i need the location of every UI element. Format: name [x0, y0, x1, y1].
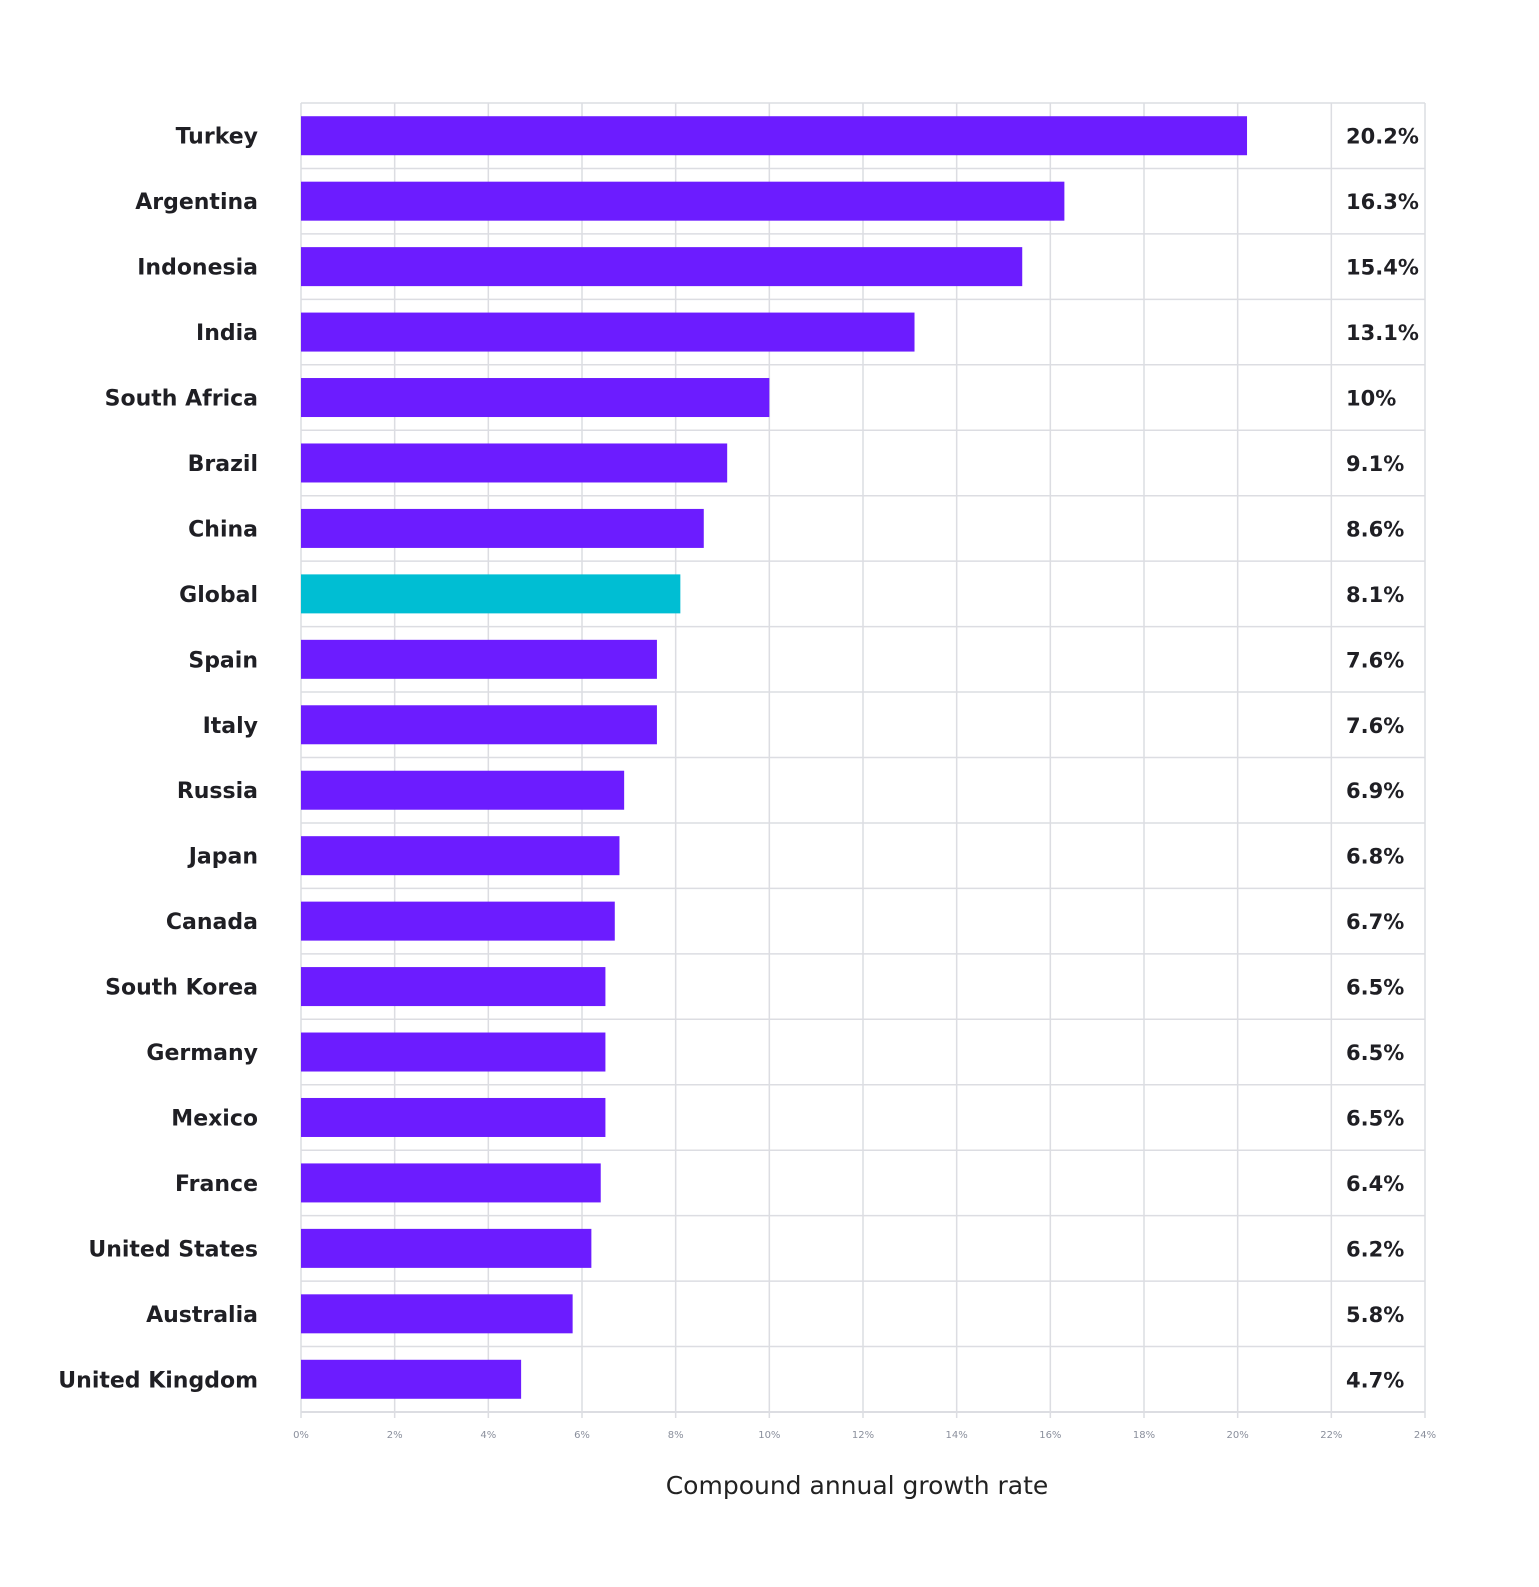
category-label: France — [175, 1172, 258, 1197]
x-tick-label: 24% — [1414, 1430, 1436, 1441]
category-label: Japan — [187, 845, 258, 870]
bar-canada — [301, 901, 615, 941]
value-label: 6.4% — [1346, 1172, 1404, 1196]
category-label: Germany — [146, 1041, 258, 1066]
category-label: South Africa — [105, 387, 258, 412]
bar-italy — [301, 705, 657, 745]
bar-mexico — [301, 1097, 606, 1137]
value-label: 13.1% — [1346, 321, 1419, 345]
value-label: 6.5% — [1346, 1041, 1404, 1065]
x-tick-label: 22% — [1320, 1430, 1342, 1441]
category-label: South Korea — [105, 976, 258, 1001]
x-tick-label: 14% — [946, 1430, 968, 1441]
bar-germany — [301, 1032, 606, 1072]
bar-united-kingdom — [301, 1359, 522, 1399]
bar-united-states — [301, 1228, 592, 1268]
value-label: 6.8% — [1346, 845, 1404, 869]
category-label: India — [196, 321, 258, 346]
value-label: 6.5% — [1346, 1106, 1404, 1130]
x-tick-label: 16% — [1039, 1430, 1061, 1441]
x-tick-label: 12% — [852, 1430, 874, 1441]
value-label: 6.7% — [1346, 910, 1404, 934]
x-tick-label: 10% — [758, 1430, 780, 1441]
bar-spain — [301, 639, 657, 679]
x-tick-label: 4% — [480, 1430, 496, 1441]
value-label: 8.6% — [1346, 517, 1404, 541]
bar-japan — [301, 836, 620, 876]
bar-russia — [301, 770, 625, 810]
x-tick-label: 2% — [387, 1430, 403, 1441]
bar-argentina — [301, 181, 1065, 221]
value-label: 6.5% — [1346, 976, 1404, 1000]
value-labels: 20.2% 16.3% 15.4% 13.1% 10% 9.1% 8.6% 8.1% 7.6% 7… — [1346, 125, 1419, 1393]
category-label: Italy — [203, 714, 258, 739]
bar-china — [301, 508, 704, 548]
x-axis-label: Compound annual growth rate — [666, 1471, 1049, 1500]
category-label: Brazil — [188, 452, 258, 477]
category-label: Turkey — [176, 125, 258, 150]
value-label: 6.9% — [1346, 779, 1404, 803]
value-label: 20.2% — [1346, 125, 1419, 149]
category-label: Mexico — [171, 1106, 258, 1131]
x-tick-label: 18% — [1133, 1430, 1155, 1441]
value-label: 9.1% — [1346, 452, 1404, 476]
category-label: Global — [179, 583, 258, 608]
bar-france — [301, 1163, 601, 1203]
bar-south-korea — [301, 967, 606, 1007]
x-tick-label: 8% — [668, 1430, 684, 1441]
category-label: United Kingdom — [58, 1368, 258, 1393]
value-label: 7.6% — [1346, 714, 1404, 738]
value-label: 4.7% — [1346, 1368, 1404, 1392]
x-tick-label: 0% — [293, 1430, 309, 1441]
category-label: Australia — [146, 1303, 258, 1328]
category-label: China — [188, 517, 258, 542]
value-label: 15.4% — [1346, 256, 1419, 280]
category-label: Indonesia — [137, 256, 258, 281]
category-label: Canada — [166, 910, 258, 935]
value-label: 10% — [1346, 387, 1396, 411]
value-label: 6.2% — [1346, 1237, 1404, 1261]
bar-australia — [301, 1294, 573, 1334]
bar-india — [301, 312, 915, 352]
bar-south-africa — [301, 378, 770, 418]
value-label: 5.8% — [1346, 1303, 1404, 1327]
bar-indonesia — [301, 247, 1023, 287]
category-label: United States — [88, 1237, 258, 1262]
x-tick-labels: 0% 2% 4% 6% 8% 10% 12% 14% 16% 18% 20% 22% 24% — [293, 1430, 1436, 1441]
x-tick-label: 6% — [574, 1430, 590, 1441]
bar-global — [301, 574, 681, 614]
category-label: Spain — [188, 648, 258, 673]
value-label: 16.3% — [1346, 190, 1419, 214]
value-label: 7.6% — [1346, 648, 1404, 672]
category-label: Argentina — [135, 190, 258, 215]
category-labels: Turkey Argentina Indonesia India South Afric… — [58, 125, 258, 1394]
grid — [300, 102, 1426, 1418]
x-tick-label: 20% — [1227, 1430, 1249, 1441]
value-label: 8.1% — [1346, 583, 1404, 607]
bars — [301, 116, 1248, 1399]
category-label: Russia — [177, 779, 258, 804]
bar-brazil — [301, 443, 728, 483]
bar-turkey — [301, 116, 1248, 156]
